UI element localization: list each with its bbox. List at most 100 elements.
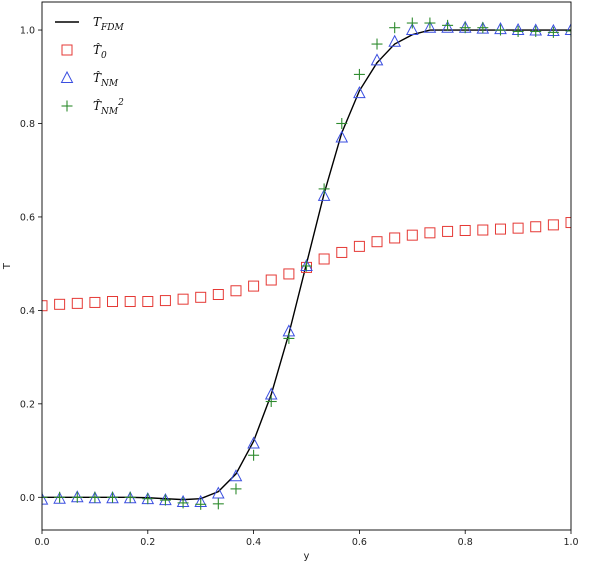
point-T0_hat — [42, 300, 48, 312]
x-tick-label: 1.0 — [563, 537, 578, 548]
point-TNM_hat — [405, 22, 419, 36]
point-T0_hat — [424, 227, 436, 239]
point-T0_hat — [248, 280, 260, 292]
point-TNM_hat — [370, 53, 384, 66]
series-T0_hat — [42, 217, 571, 312]
point-TNM_hat — [388, 34, 402, 47]
point-T0_hat — [389, 232, 401, 244]
point-T0_hat — [512, 222, 524, 234]
legend-item-T_FDM: TFDM — [55, 15, 124, 33]
point-TNM_hat_sq — [512, 25, 524, 37]
point-T0_hat — [212, 289, 224, 301]
point-T0_hat — [459, 224, 471, 236]
point-T0_hat — [265, 274, 277, 286]
point-TNM_hat_sq — [442, 19, 454, 31]
point-T0_hat — [195, 291, 207, 303]
point-TNM_hat_sq — [530, 25, 542, 37]
point-T0_hat — [565, 217, 571, 229]
point-T0_hat — [230, 285, 242, 297]
x-tick-label: 0.2 — [140, 537, 155, 548]
point-TNM_hat_sq — [406, 17, 418, 29]
legend-item-TNM_hat: T̂NM — [60, 70, 119, 89]
point-T0_hat — [159, 295, 171, 307]
point-T0_hat — [283, 268, 295, 280]
point-TNM_hat_sq — [477, 22, 489, 34]
x-axis: 0.0 0.2 0.4 0.6 0.8 1.0 — [34, 530, 579, 548]
x-tick-label: 0.4 — [246, 537, 261, 548]
legend-label: T̂NM — [93, 70, 119, 89]
series-TNM_hat_sq — [42, 17, 571, 510]
point-T0_hat — [318, 253, 330, 265]
legend-label: T̂0 — [93, 42, 107, 61]
point-TNM_hat_sq — [42, 491, 48, 503]
point-TNM_hat — [229, 469, 243, 482]
point-TNM_hat_sq — [124, 491, 136, 503]
point-TNM_hat_sq — [301, 260, 312, 272]
legend-swatch — [61, 100, 73, 112]
point-TNM_hat — [317, 188, 331, 201]
point-TNM_hat — [211, 486, 225, 499]
x-tick-label: 0.6 — [352, 537, 367, 548]
point-TNM_hat_sq — [54, 491, 66, 503]
point-TNM_hat — [335, 130, 349, 143]
point-TNM_hat — [53, 491, 66, 504]
point-T0_hat — [71, 297, 83, 309]
x-tick-label: 0.8 — [458, 537, 473, 548]
legend-item-TNM_hat_sq: T̂NM2 — [61, 98, 124, 117]
point-TNM_hat_sq — [494, 24, 506, 36]
point-T0_hat — [547, 219, 559, 231]
point-TNM_hat_sq — [212, 498, 224, 510]
legend-label: TFDM — [93, 15, 124, 33]
point-T0_hat — [107, 296, 119, 308]
point-T0_hat — [406, 229, 418, 241]
point-TNM_hat — [441, 20, 454, 33]
point-T0_hat — [353, 240, 365, 252]
y-tick-label: 0.8 — [20, 119, 35, 130]
point-T0_hat — [177, 293, 189, 305]
point-T0_hat — [336, 246, 348, 258]
point-TNM_hat_sq — [547, 26, 559, 38]
plot-frame — [41, 1, 572, 531]
point-T0_hat — [530, 221, 542, 233]
point-TNM_hat_sq — [71, 491, 83, 503]
point-TNM_hat_sq — [177, 497, 189, 509]
point-TNM_hat_sq — [353, 68, 365, 80]
point-TNM_hat_sq — [371, 38, 383, 50]
point-T0_hat — [142, 296, 154, 308]
point-TNM_hat_sq — [159, 494, 171, 506]
point-TNM_hat_sq — [336, 117, 348, 129]
point-TNM_hat_sq — [248, 449, 260, 461]
y-axis-label: T — [2, 262, 13, 270]
point-T0_hat — [124, 296, 136, 308]
point-TNM_hat_sq — [283, 332, 295, 344]
legend-swatch — [60, 70, 74, 83]
point-TNM_hat_sq — [565, 25, 571, 37]
point-TNM_hat_sq — [265, 396, 277, 408]
point-TNM_hat_sq — [107, 491, 119, 503]
point-TNM_hat_sq — [424, 17, 436, 29]
y-tick-label: 0.6 — [20, 212, 35, 223]
legend-item-T0_hat: T̂0 — [61, 42, 107, 61]
point-TNM_hat_sq — [195, 498, 207, 510]
point-T0_hat — [371, 236, 383, 248]
point-TNM_hat_sq — [89, 491, 101, 503]
y-axis: 0.0 0.2 0.4 0.6 0.8 1.0 — [20, 26, 42, 504]
plot-area — [42, 17, 571, 510]
y-tick-label: 0.4 — [20, 306, 35, 317]
point-T0_hat — [442, 225, 454, 237]
x-axis-label: y — [304, 551, 310, 562]
point-TNM_hat — [353, 86, 366, 99]
point-T0_hat — [89, 296, 101, 308]
legend-label: T̂NM2 — [93, 98, 124, 117]
point-T0_hat — [494, 223, 506, 235]
y-tick-label: 0.0 — [20, 493, 35, 504]
point-TNM_hat_sq — [142, 493, 154, 505]
point-TNM_hat_sq — [389, 22, 401, 34]
point-TNM_hat — [423, 20, 437, 33]
point-TNM_hat_sq — [230, 483, 242, 495]
point-TNM_hat_sq — [459, 22, 471, 34]
y-tick-label: 1.0 — [20, 26, 35, 37]
point-TNM_hat — [564, 22, 571, 36]
point-TNM_hat — [247, 436, 260, 449]
